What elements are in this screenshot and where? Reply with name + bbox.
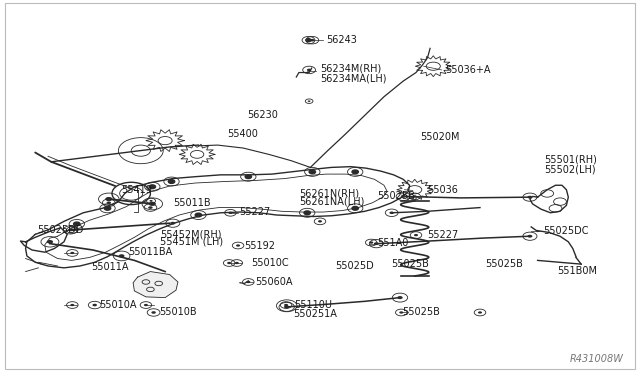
Text: 55192: 55192 bbox=[244, 241, 275, 250]
Circle shape bbox=[227, 262, 231, 264]
Circle shape bbox=[413, 195, 417, 198]
Text: 55400: 55400 bbox=[227, 129, 258, 139]
Text: 55011BA: 55011BA bbox=[128, 247, 172, 257]
Circle shape bbox=[74, 222, 80, 226]
Circle shape bbox=[148, 206, 152, 209]
Circle shape bbox=[310, 39, 315, 41]
Text: 56230: 56230 bbox=[248, 110, 278, 120]
Text: 551B0M: 551B0M bbox=[557, 266, 596, 276]
Text: 55227: 55227 bbox=[239, 207, 271, 217]
Polygon shape bbox=[133, 272, 178, 298]
Circle shape bbox=[352, 206, 358, 210]
Circle shape bbox=[318, 220, 322, 222]
Circle shape bbox=[195, 213, 202, 217]
Text: 55011B: 55011B bbox=[173, 198, 211, 208]
Circle shape bbox=[397, 296, 403, 299]
Circle shape bbox=[168, 180, 175, 183]
Text: 56234MA(LH): 56234MA(LH) bbox=[320, 73, 387, 83]
Circle shape bbox=[107, 202, 111, 204]
Text: 55010B: 55010B bbox=[159, 307, 196, 317]
Circle shape bbox=[47, 240, 53, 244]
Circle shape bbox=[399, 311, 403, 314]
Text: 55451M (LH): 55451M (LH) bbox=[160, 237, 223, 247]
Circle shape bbox=[308, 100, 310, 102]
Circle shape bbox=[151, 311, 156, 314]
Text: 55020M: 55020M bbox=[420, 132, 460, 142]
Text: 55010A: 55010A bbox=[99, 300, 137, 310]
Circle shape bbox=[401, 195, 406, 198]
Circle shape bbox=[352, 170, 358, 174]
Text: 55110U: 55110U bbox=[294, 300, 332, 310]
Circle shape bbox=[306, 39, 311, 42]
Circle shape bbox=[304, 211, 310, 215]
Circle shape bbox=[284, 304, 288, 306]
Circle shape bbox=[148, 202, 156, 206]
Text: 55025B: 55025B bbox=[378, 192, 415, 201]
Circle shape bbox=[246, 281, 250, 283]
Circle shape bbox=[68, 228, 73, 231]
Text: 55025D: 55025D bbox=[335, 261, 374, 271]
Circle shape bbox=[144, 304, 148, 306]
Text: 55060A: 55060A bbox=[255, 277, 292, 287]
Text: 55502(LH): 55502(LH) bbox=[544, 164, 596, 174]
Text: 551A0: 551A0 bbox=[378, 238, 409, 247]
Circle shape bbox=[414, 234, 418, 236]
Circle shape bbox=[149, 185, 156, 189]
Circle shape bbox=[104, 206, 111, 210]
Circle shape bbox=[236, 244, 240, 247]
Text: R431008W: R431008W bbox=[570, 354, 624, 364]
Circle shape bbox=[228, 212, 232, 214]
Text: 55452M(RH): 55452M(RH) bbox=[160, 230, 221, 239]
Circle shape bbox=[235, 262, 239, 264]
Circle shape bbox=[374, 242, 379, 245]
Text: 55010C: 55010C bbox=[252, 258, 289, 268]
Circle shape bbox=[307, 68, 312, 71]
Circle shape bbox=[478, 311, 482, 314]
Circle shape bbox=[150, 200, 152, 202]
Text: 55227: 55227 bbox=[428, 230, 459, 240]
Text: 55025DD: 55025DD bbox=[37, 225, 83, 235]
Text: 55025B: 55025B bbox=[392, 259, 429, 269]
Circle shape bbox=[70, 229, 74, 231]
Circle shape bbox=[70, 304, 74, 306]
Circle shape bbox=[245, 175, 252, 179]
Circle shape bbox=[93, 304, 97, 306]
Text: 55011A: 55011A bbox=[92, 262, 129, 272]
Text: 550251A: 550251A bbox=[293, 309, 337, 318]
Text: 55025B: 55025B bbox=[485, 259, 523, 269]
Circle shape bbox=[527, 235, 532, 238]
Circle shape bbox=[309, 170, 316, 174]
Text: 56243: 56243 bbox=[326, 35, 357, 45]
Text: 56234M(RH): 56234M(RH) bbox=[320, 64, 381, 74]
Circle shape bbox=[369, 241, 373, 244]
Text: 55025B: 55025B bbox=[402, 308, 440, 317]
Text: 55025DC: 55025DC bbox=[543, 226, 588, 235]
Text: 55036: 55036 bbox=[427, 186, 458, 195]
Text: 55419: 55419 bbox=[122, 185, 152, 195]
Circle shape bbox=[527, 196, 532, 199]
Circle shape bbox=[389, 211, 394, 214]
Text: 55501(RH): 55501(RH) bbox=[544, 155, 597, 165]
Circle shape bbox=[170, 222, 175, 225]
Circle shape bbox=[284, 305, 289, 308]
Circle shape bbox=[105, 197, 113, 201]
Text: 55036+A: 55036+A bbox=[445, 65, 490, 75]
Circle shape bbox=[118, 254, 125, 258]
Text: 56261N(RH): 56261N(RH) bbox=[300, 189, 360, 198]
Circle shape bbox=[70, 252, 74, 254]
Text: 56261NA(LH): 56261NA(LH) bbox=[300, 197, 365, 206]
